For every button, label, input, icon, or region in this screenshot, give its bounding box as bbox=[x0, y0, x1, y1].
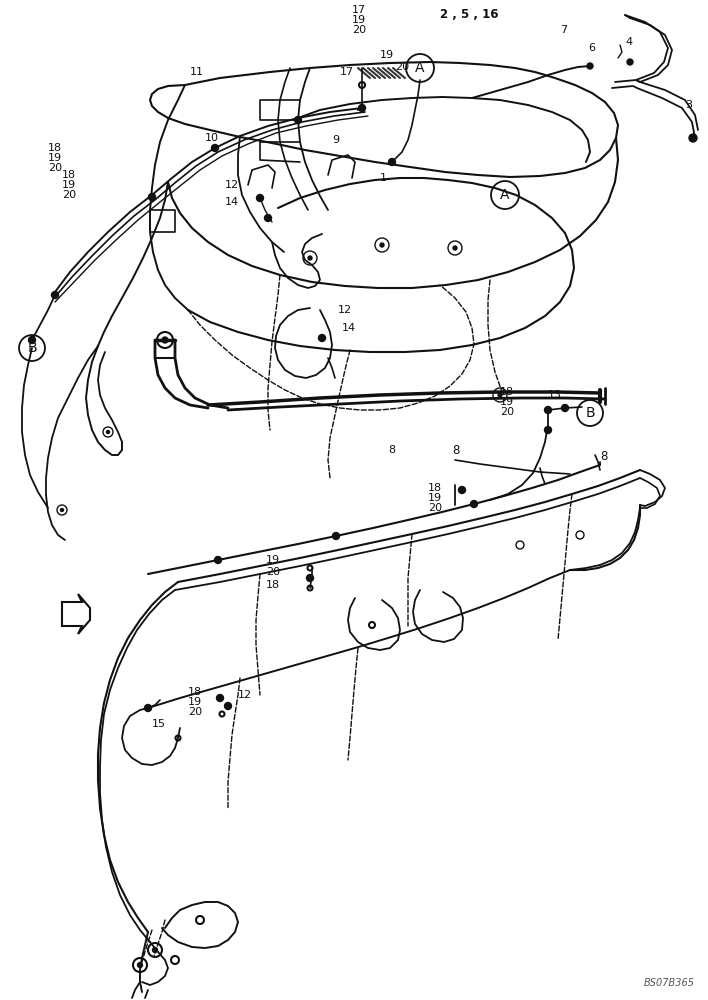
Circle shape bbox=[106, 430, 110, 434]
Text: 20: 20 bbox=[395, 62, 409, 72]
Text: 14: 14 bbox=[225, 197, 239, 207]
Text: 13: 13 bbox=[548, 390, 562, 400]
Text: 1: 1 bbox=[380, 173, 387, 183]
Text: 20: 20 bbox=[266, 567, 280, 577]
Circle shape bbox=[144, 704, 152, 712]
Circle shape bbox=[149, 194, 156, 200]
Text: 17: 17 bbox=[352, 5, 366, 15]
Text: 14: 14 bbox=[342, 323, 356, 333]
Text: 19: 19 bbox=[266, 555, 280, 565]
Text: 10: 10 bbox=[205, 133, 219, 143]
Circle shape bbox=[689, 134, 697, 142]
Circle shape bbox=[60, 508, 64, 512]
Text: 20: 20 bbox=[428, 503, 442, 513]
Text: 8: 8 bbox=[452, 444, 459, 456]
Circle shape bbox=[162, 337, 168, 343]
Text: 20: 20 bbox=[352, 25, 366, 35]
Text: 3: 3 bbox=[685, 100, 692, 110]
Circle shape bbox=[544, 426, 552, 434]
Circle shape bbox=[380, 243, 384, 247]
Circle shape bbox=[308, 256, 312, 260]
Circle shape bbox=[319, 334, 326, 342]
Text: 18: 18 bbox=[48, 143, 62, 153]
Text: 20: 20 bbox=[500, 407, 514, 417]
Text: 18: 18 bbox=[500, 387, 514, 397]
Text: 11: 11 bbox=[190, 67, 204, 77]
Circle shape bbox=[498, 393, 502, 397]
Polygon shape bbox=[62, 594, 90, 634]
Circle shape bbox=[215, 556, 222, 564]
Circle shape bbox=[137, 962, 142, 968]
Text: 12: 12 bbox=[238, 690, 252, 700]
Text: 19: 19 bbox=[352, 15, 366, 25]
Circle shape bbox=[212, 144, 219, 151]
Circle shape bbox=[459, 487, 465, 493]
Circle shape bbox=[471, 500, 477, 508]
Circle shape bbox=[217, 694, 224, 702]
Text: B: B bbox=[27, 341, 37, 355]
Text: 19: 19 bbox=[188, 697, 202, 707]
Text: 19: 19 bbox=[48, 153, 62, 163]
Text: 19: 19 bbox=[380, 50, 394, 60]
Text: 6: 6 bbox=[588, 43, 595, 53]
Text: 18: 18 bbox=[188, 687, 202, 697]
Circle shape bbox=[544, 406, 552, 414]
Text: 19: 19 bbox=[62, 180, 76, 190]
Circle shape bbox=[587, 63, 593, 69]
Circle shape bbox=[561, 404, 569, 412]
Circle shape bbox=[28, 336, 35, 344]
Circle shape bbox=[333, 532, 340, 540]
Text: 20: 20 bbox=[62, 190, 76, 200]
Circle shape bbox=[224, 702, 232, 710]
Text: 2 , 5 , 16: 2 , 5 , 16 bbox=[440, 8, 498, 21]
Text: 9: 9 bbox=[332, 135, 339, 145]
Text: BS07B365: BS07B365 bbox=[644, 978, 695, 988]
Circle shape bbox=[453, 246, 457, 250]
Text: 15: 15 bbox=[152, 719, 166, 729]
Circle shape bbox=[265, 215, 271, 222]
Text: B: B bbox=[586, 406, 595, 420]
Circle shape bbox=[389, 158, 396, 165]
Circle shape bbox=[152, 948, 157, 952]
Text: 7: 7 bbox=[560, 25, 567, 35]
Circle shape bbox=[307, 574, 314, 582]
Text: 19: 19 bbox=[428, 493, 442, 503]
Circle shape bbox=[358, 104, 365, 111]
Circle shape bbox=[256, 194, 263, 202]
Circle shape bbox=[627, 59, 633, 65]
Text: A: A bbox=[501, 188, 510, 202]
Text: 8: 8 bbox=[388, 445, 395, 455]
Text: 19: 19 bbox=[500, 397, 514, 407]
Text: 8: 8 bbox=[600, 450, 607, 462]
Circle shape bbox=[295, 116, 302, 123]
Circle shape bbox=[52, 292, 59, 298]
Text: 20: 20 bbox=[188, 707, 202, 717]
Text: 4: 4 bbox=[625, 37, 632, 47]
Text: A: A bbox=[416, 61, 425, 75]
Text: 17: 17 bbox=[340, 67, 354, 77]
Text: 18: 18 bbox=[428, 483, 442, 493]
Text: 12: 12 bbox=[225, 180, 239, 190]
Text: 20: 20 bbox=[48, 163, 62, 173]
Text: 18: 18 bbox=[62, 170, 76, 180]
Text: 18: 18 bbox=[266, 580, 280, 590]
Text: 12: 12 bbox=[338, 305, 352, 315]
